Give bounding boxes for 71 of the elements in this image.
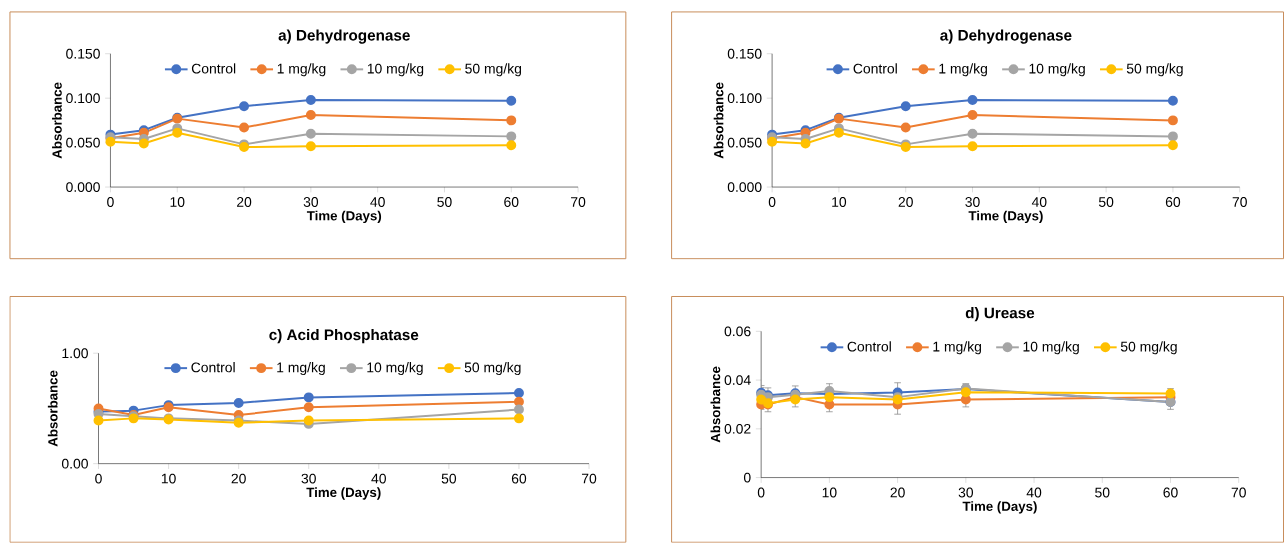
- x-tick-label: 70: [1231, 487, 1246, 498]
- legend-label: Control: [853, 63, 897, 74]
- x-axis-title: Time (Days): [306, 210, 382, 224]
- legend-label: Control: [847, 341, 891, 352]
- x-tick-label: 70: [571, 197, 586, 208]
- legend-label: 1 mg/kg: [939, 63, 987, 77]
- x-tick-label: 30: [301, 473, 316, 484]
- x-tick-label: 50: [437, 197, 452, 208]
- legend-label: 1 mg/kg: [277, 63, 326, 77]
- y-tick-label: 1.00: [62, 348, 88, 359]
- x-tick-label: 30: [965, 197, 980, 208]
- x-tick-label: 60: [1163, 487, 1178, 498]
- x-tick-label: 20: [890, 487, 905, 498]
- legend-label: 1 mg/kg: [933, 341, 981, 355]
- y-tick-label: 0.000: [727, 182, 762, 193]
- x-tick-label: 60: [511, 473, 527, 484]
- y-tick-label: 0.02: [724, 424, 751, 434]
- y-tick-label: 0.050: [727, 137, 762, 148]
- y-tick-label: 0.100: [66, 93, 100, 104]
- x-tick-label: 50: [1098, 197, 1114, 208]
- x-tick-label: 10: [822, 487, 837, 498]
- x-tick-label: 40: [1026, 487, 1042, 498]
- y-tick-label: 0.000: [66, 182, 100, 193]
- x-tick-label: 20: [231, 473, 246, 484]
- legend-label: 50 mg/kg: [464, 362, 521, 376]
- x-tick-label: 0: [107, 197, 114, 208]
- x-tick-label: 10: [161, 473, 176, 484]
- legend-label: 50 mg/kg: [1126, 63, 1183, 77]
- legend-label: 10 mg/kg: [367, 362, 423, 376]
- y-tick-label: 0.00: [61, 458, 88, 469]
- x-axis-title: Time (Days): [968, 210, 1043, 224]
- x-tick-label: 0: [768, 197, 776, 208]
- x-tick-label: 10: [170, 197, 185, 208]
- y-axis-title: Absorbance: [47, 370, 58, 447]
- x-tick-label: 40: [1031, 197, 1047, 208]
- legend-label: Control: [191, 362, 235, 373]
- x-tick-label: 20: [237, 197, 252, 208]
- legend-label: 10 mg/kg: [367, 63, 424, 77]
- chart-title: d) Urease: [965, 307, 1035, 322]
- y-axis-title: Absorbance: [52, 82, 62, 159]
- x-tick-label: 30: [958, 487, 974, 498]
- x-tick-label: 40: [371, 473, 386, 484]
- x-tick-label: 50: [441, 473, 457, 484]
- y-tick-label: 0.04: [724, 375, 751, 386]
- x-tick-label: 10: [832, 197, 847, 208]
- y-tick-label: 0.050: [66, 137, 100, 148]
- x-tick-label: 30: [303, 197, 319, 208]
- legend-label: Control: [191, 63, 236, 74]
- y-axis-title: Absorbance: [710, 366, 721, 443]
- x-tick-label: 40: [370, 197, 385, 208]
- legend-label: 50 mg/kg: [1120, 341, 1177, 355]
- x-axis-title: Time (Days): [306, 487, 381, 500]
- chart-title: a) Dehydrogenase: [278, 29, 410, 44]
- x-tick-label: 60: [1165, 197, 1181, 208]
- y-axis-title: Absorbance: [713, 82, 724, 159]
- x-tick-label: 50: [1095, 487, 1110, 498]
- legend-label: 50 mg/kg: [465, 63, 522, 77]
- x-axis-title: Time (Days): [962, 501, 1037, 514]
- x-tick-label: 60: [504, 197, 519, 208]
- x-tick-label: 70: [1232, 197, 1247, 208]
- y-tick-label: 0.150: [66, 48, 100, 59]
- chart-title: a) Dehydrogenase: [940, 29, 1072, 44]
- legend-label: 10 mg/kg: [1029, 63, 1085, 77]
- y-tick-label: 0.150: [727, 48, 762, 59]
- chart-title: c) Acid Phosphatase: [269, 329, 419, 344]
- legend-label: 1 mg/kg: [277, 362, 325, 376]
- x-tick-label: 20: [898, 197, 913, 208]
- legend-label: 10 mg/kg: [1023, 341, 1079, 355]
- y-tick-label: 0.06: [724, 326, 751, 337]
- y-tick-label: 0.100: [727, 93, 762, 104]
- x-tick-label: 70: [581, 473, 597, 484]
